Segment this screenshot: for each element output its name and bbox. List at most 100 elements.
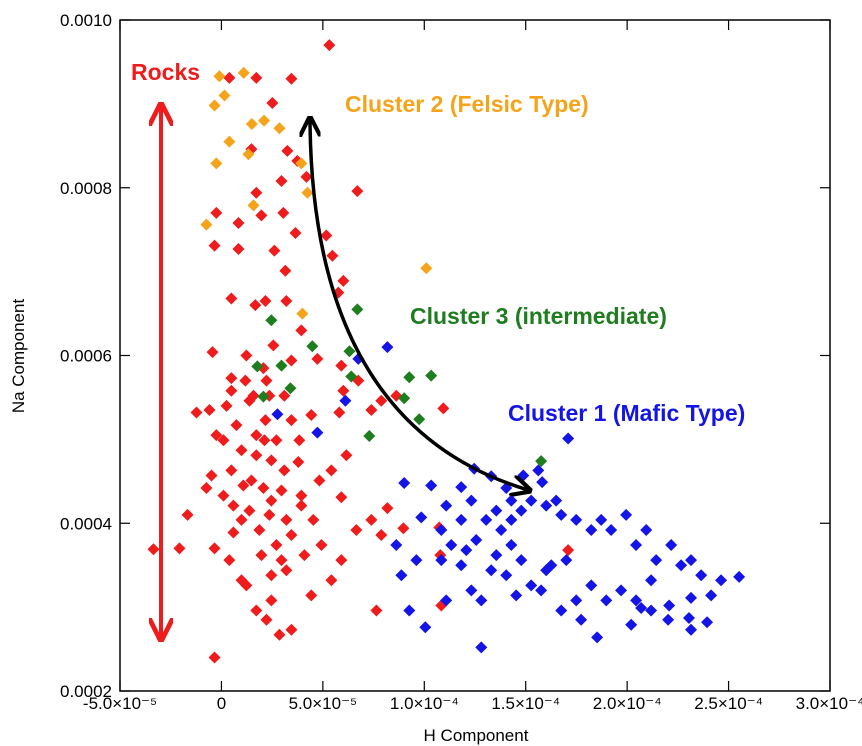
point xyxy=(419,621,432,634)
point xyxy=(536,476,549,489)
point xyxy=(181,508,194,521)
point xyxy=(465,584,478,597)
point xyxy=(505,539,518,552)
point xyxy=(381,502,394,515)
y-tick-label: 0.0006 xyxy=(60,347,112,366)
point xyxy=(281,144,294,157)
point xyxy=(325,464,338,477)
point xyxy=(259,414,272,427)
point xyxy=(475,641,488,654)
point xyxy=(398,476,411,489)
point xyxy=(200,218,213,231)
point xyxy=(663,599,676,612)
point xyxy=(259,294,272,307)
point xyxy=(223,135,236,148)
point xyxy=(273,628,286,641)
point xyxy=(480,513,493,526)
point xyxy=(535,584,548,597)
y-tick-label: 0.0010 xyxy=(60,11,112,30)
x-tick-label: 3.0×10⁻⁴ xyxy=(796,694,862,713)
point xyxy=(605,523,618,536)
point xyxy=(490,504,503,517)
point xyxy=(217,489,230,502)
point xyxy=(232,216,245,229)
point xyxy=(242,148,255,161)
point xyxy=(555,508,568,521)
x-axis-title: H Component xyxy=(424,726,529,745)
point xyxy=(585,579,598,592)
point xyxy=(270,539,283,552)
point xyxy=(245,118,258,131)
x-tick-label: -5.0×10⁻⁵ xyxy=(83,694,157,713)
point xyxy=(425,369,438,382)
y-tick-label: 0.0002 xyxy=(60,682,112,701)
series-annotation: Cluster 2 (Felsic Type) xyxy=(345,91,589,117)
point xyxy=(323,39,336,52)
point xyxy=(365,513,378,526)
point xyxy=(208,542,221,555)
point xyxy=(465,494,478,507)
point xyxy=(210,206,223,219)
point xyxy=(425,479,438,492)
point xyxy=(285,528,298,541)
point xyxy=(208,99,221,112)
point xyxy=(190,406,203,419)
point xyxy=(273,122,286,135)
point xyxy=(555,604,568,617)
point xyxy=(455,559,468,572)
point xyxy=(570,594,583,607)
point xyxy=(278,389,291,402)
point xyxy=(289,227,302,240)
point xyxy=(270,434,283,447)
point xyxy=(260,374,273,387)
point xyxy=(147,543,160,556)
y-tick-label: 0.0008 xyxy=(60,179,112,198)
point xyxy=(285,623,298,636)
point xyxy=(545,559,558,572)
point xyxy=(277,206,290,219)
point xyxy=(208,651,221,664)
point xyxy=(435,523,448,536)
point xyxy=(335,359,348,372)
point xyxy=(515,504,528,517)
point xyxy=(306,340,319,353)
point xyxy=(325,574,338,587)
point xyxy=(662,613,675,626)
point xyxy=(218,89,231,102)
point xyxy=(505,513,518,526)
x-tick-label: 2.0×10⁻⁴ xyxy=(593,694,662,713)
point xyxy=(635,601,648,614)
point xyxy=(370,604,383,617)
point xyxy=(410,554,423,567)
point xyxy=(562,432,575,445)
point xyxy=(335,554,348,567)
point xyxy=(284,382,297,395)
point xyxy=(305,589,318,602)
point xyxy=(475,594,488,607)
point xyxy=(253,523,266,536)
point xyxy=(570,513,583,526)
point xyxy=(390,539,403,552)
point xyxy=(301,186,314,199)
point xyxy=(515,554,528,567)
trend-arrow xyxy=(310,120,528,490)
point xyxy=(217,434,230,447)
point xyxy=(403,604,416,617)
point xyxy=(250,429,263,442)
point xyxy=(315,539,328,552)
point xyxy=(271,408,284,421)
point xyxy=(265,569,278,582)
point xyxy=(251,360,264,373)
point xyxy=(206,346,219,359)
point xyxy=(440,499,453,512)
point xyxy=(495,523,508,536)
point xyxy=(395,569,408,582)
x-tick-label: 1.5×10⁻⁴ xyxy=(491,694,560,713)
y-tick-label: 0.0004 xyxy=(60,514,112,533)
point xyxy=(265,454,278,467)
point xyxy=(420,262,433,275)
x-tick-label: 5.0×10⁻⁵ xyxy=(289,694,358,713)
point xyxy=(249,299,262,312)
point xyxy=(213,70,226,83)
